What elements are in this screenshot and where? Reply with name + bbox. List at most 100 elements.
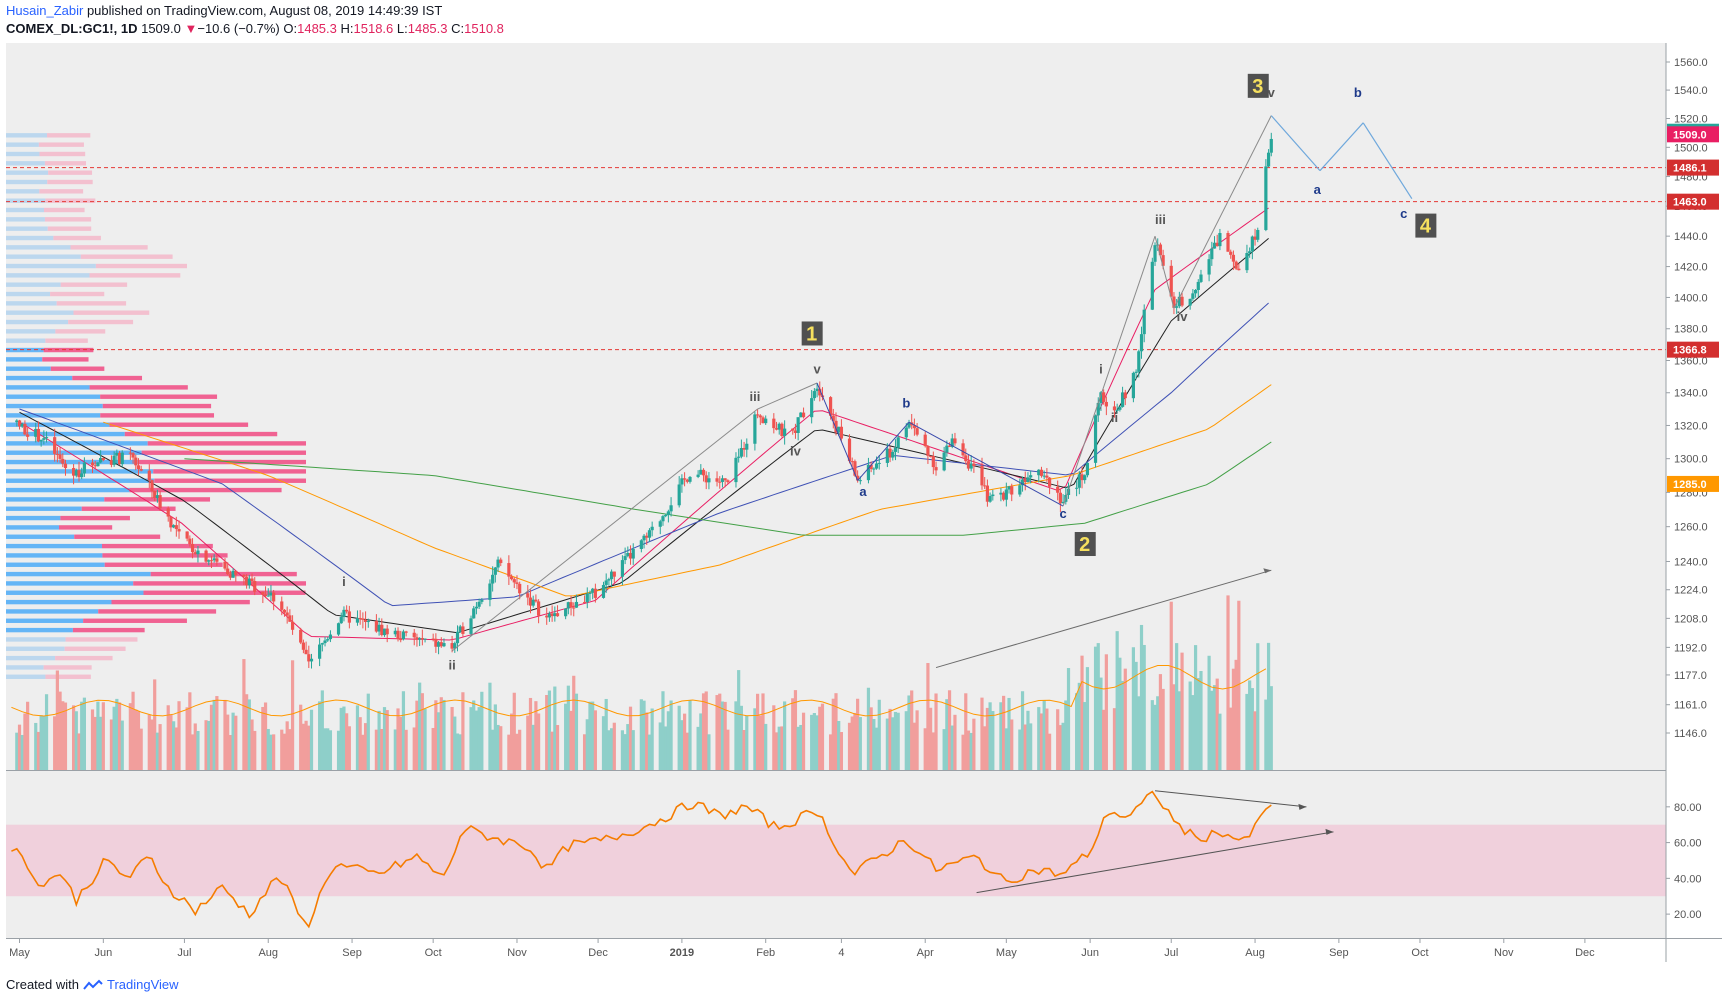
candle-body [550, 613, 554, 617]
y-tick-label: 1400.0 [1674, 292, 1708, 304]
volume-bar [223, 699, 227, 770]
candle-body [442, 643, 446, 647]
volume-bar [174, 727, 178, 770]
profile-up-bar [6, 226, 48, 231]
volume-bar [658, 722, 662, 770]
candle-body [147, 470, 151, 481]
profile-up-bar [6, 319, 69, 325]
rsi-line [11, 790, 1334, 929]
volume-bar [1188, 681, 1192, 770]
ema-line-2 [19, 238, 1269, 634]
volume-bar [874, 727, 879, 770]
x-tick-label: 2019 [670, 947, 694, 959]
volume-bar [669, 700, 673, 770]
volume-bar [1172, 684, 1176, 770]
candle-body [1150, 261, 1154, 310]
volume-bar [734, 701, 738, 770]
candle-body [1137, 351, 1141, 372]
volume-bar [90, 709, 95, 770]
candle-body [647, 530, 652, 538]
projection-line [1362, 122, 1413, 200]
volume-bar [172, 721, 176, 770]
volume-bar [234, 715, 238, 770]
candle-body [742, 447, 746, 450]
volume-bar [1158, 674, 1163, 770]
volume-bar [153, 679, 157, 770]
volume-bar [566, 685, 570, 770]
volume-bar [528, 697, 533, 770]
candle-body [1002, 492, 1006, 500]
candle-body [1212, 242, 1217, 249]
profile-down-bar [124, 431, 278, 437]
candle-body [515, 582, 519, 584]
candle-body [537, 601, 541, 616]
volume-bar [26, 701, 30, 770]
volume-bar [856, 698, 860, 770]
profile-up-bar [6, 282, 61, 287]
candle-body [850, 461, 854, 463]
volume-bar [491, 729, 495, 770]
candle-body [385, 628, 389, 635]
volume-bar [245, 694, 249, 770]
volume-bar [1134, 661, 1138, 770]
candle-body [20, 423, 24, 427]
profile-down-bar [147, 441, 306, 446]
profile-up-bar [6, 553, 103, 558]
candle-body [661, 516, 665, 522]
candle-body [1269, 138, 1273, 153]
candle-body [404, 631, 408, 633]
candle-body [718, 481, 722, 483]
profile-down-bar [102, 553, 228, 558]
candle-body [777, 423, 781, 430]
candle-body [253, 580, 257, 592]
volume-bar [783, 701, 787, 770]
price-pane[interactable] [6, 43, 1666, 770]
candle-body [1004, 489, 1008, 500]
profile-down-bar [65, 637, 138, 642]
volume-bar [885, 718, 889, 770]
candle-body [601, 584, 606, 598]
profile-up-bar [6, 189, 40, 194]
brand-link[interactable]: TradingView [106, 977, 179, 992]
volume-bar [1007, 697, 1011, 770]
volume-bar [147, 714, 151, 770]
volume-bar [664, 726, 668, 770]
candle-body [569, 602, 573, 608]
author-link[interactable]: Husain_Zabir [6, 3, 84, 18]
candle-body [34, 428, 38, 437]
candle-body [96, 462, 100, 467]
candles [15, 132, 1273, 669]
created-with-text: Created with [6, 977, 79, 992]
candle-body [42, 438, 46, 440]
volume-profile [6, 133, 306, 679]
volume-bar [1056, 709, 1060, 770]
candle-body [1085, 462, 1090, 476]
volume-bar [893, 711, 898, 770]
volume-bar [461, 692, 465, 770]
candle-body [780, 423, 784, 436]
profile-up-bar [6, 338, 46, 343]
candle-body [82, 462, 87, 474]
volume-bar [799, 724, 803, 770]
price-label-box [1667, 475, 1719, 492]
candle-body [755, 414, 760, 416]
volume-bar [44, 694, 49, 770]
volume-bar [1002, 695, 1006, 770]
profile-up-bar [6, 441, 148, 446]
candle-body [496, 559, 500, 568]
volume-bar [631, 730, 635, 770]
volume-bar [555, 725, 560, 770]
profile-up-bar [6, 151, 40, 157]
y-tick-label: 1540.0 [1674, 85, 1708, 97]
profile-down-bar [81, 506, 176, 511]
volume-bar [472, 700, 476, 770]
candle-body [153, 490, 157, 499]
y-tick-label: 1560.0 [1674, 57, 1708, 69]
candle-body [323, 640, 327, 644]
volume-bar [345, 713, 349, 770]
candle-body [399, 639, 403, 641]
y-tick-label: 1500.0 [1674, 142, 1708, 154]
candle-body [929, 455, 933, 457]
volume-bar [266, 728, 270, 770]
